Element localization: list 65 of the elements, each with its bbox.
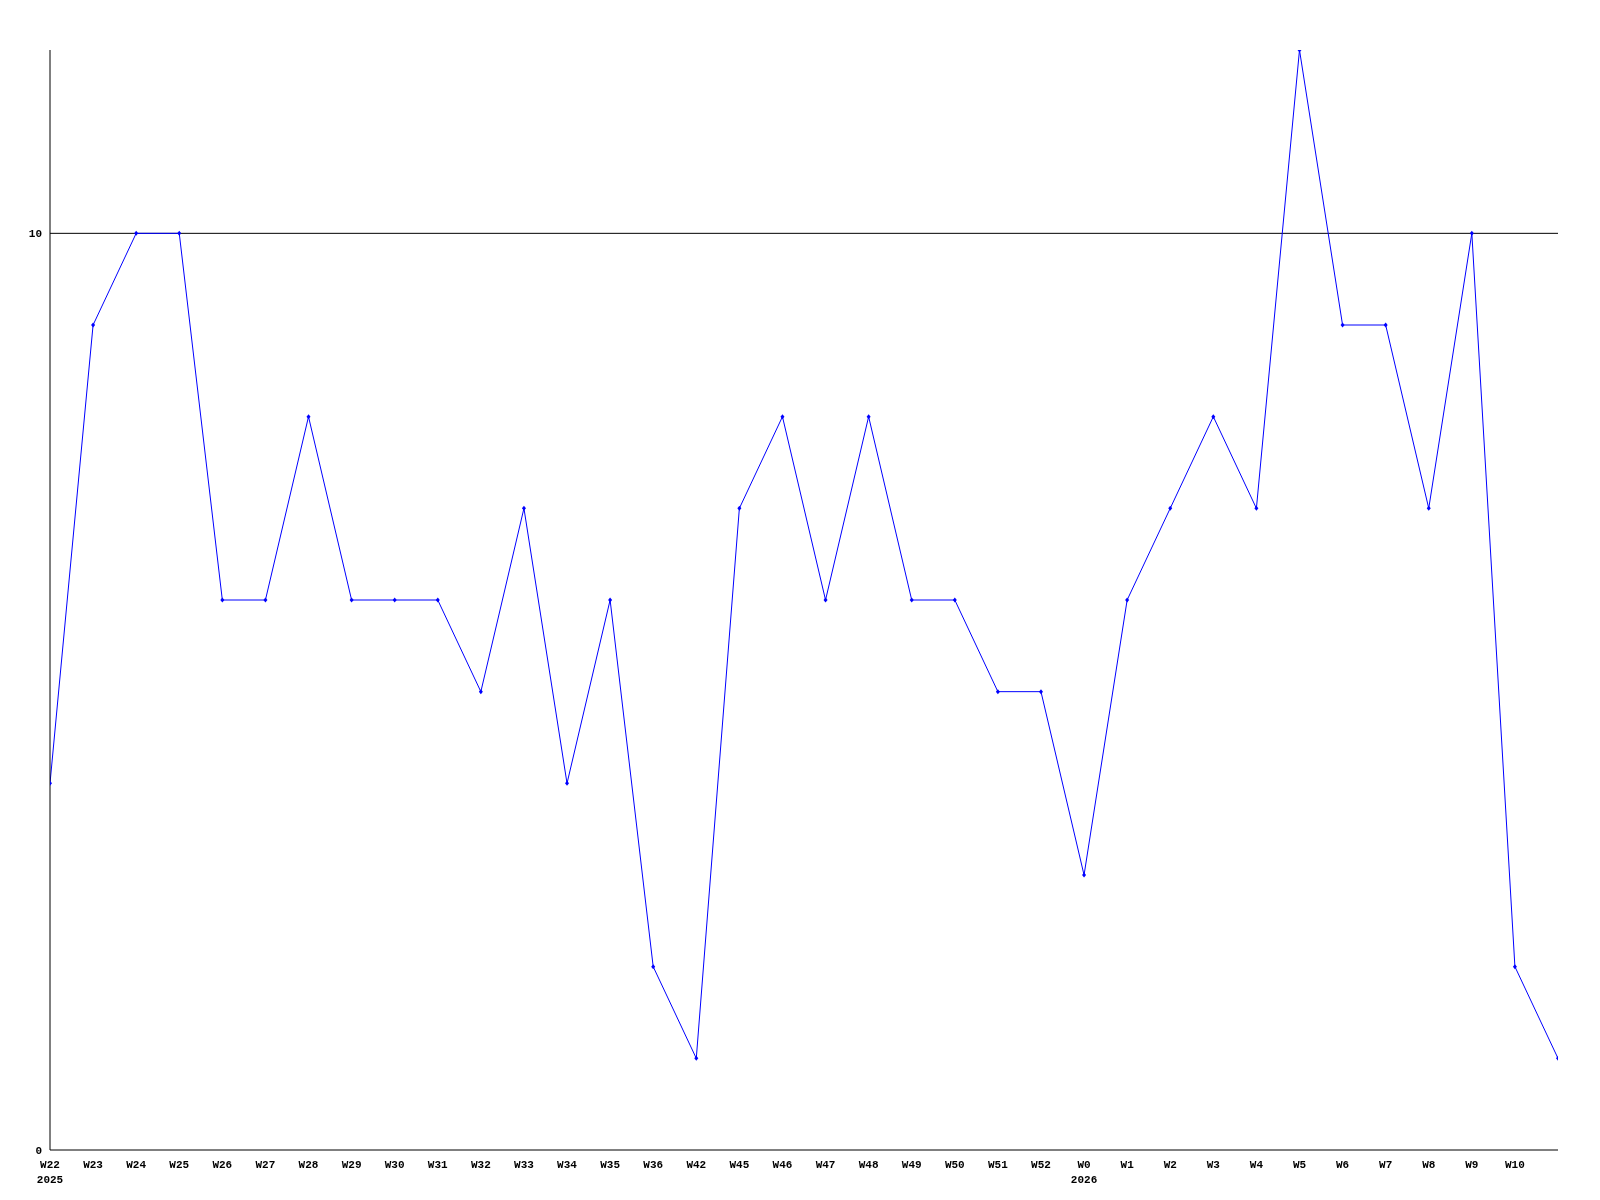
point (952, 597, 957, 603)
point (866, 414, 871, 420)
x-tick-label: W50 (944, 1159, 965, 1171)
x-tick-label: W2 (1163, 1159, 1177, 1171)
x-tick-label: W28 (298, 1159, 319, 1171)
point (1469, 230, 1474, 236)
x-tick-label: W25 (169, 1159, 190, 1171)
point (435, 597, 440, 603)
x-tick-label: W4 (1249, 1159, 1264, 1171)
x-tick-label: W47 (815, 1159, 836, 1171)
x-tick-label: W42 (686, 1159, 707, 1171)
x-tick-label: W3 (1206, 1159, 1221, 1171)
text: 2026 (1070, 1174, 1098, 1186)
point (1211, 414, 1216, 420)
x-tick-label: W45 (729, 1159, 750, 1171)
point (909, 597, 914, 603)
point (780, 414, 785, 420)
x-tick-label: W24 (126, 1159, 147, 1171)
x-tick-label: W6 (1335, 1159, 1350, 1171)
x-tick-label: W52 (1031, 1159, 1051, 1171)
x-tick-label: W1 (1120, 1159, 1135, 1171)
point (134, 230, 139, 236)
x-tick-label: W51 (987, 1159, 1009, 1171)
point (694, 1055, 699, 1061)
x-tick-label: W31 (427, 1159, 449, 1171)
x-tick-label: W9 (1465, 1159, 1479, 1171)
point (306, 414, 311, 420)
point (1125, 597, 1130, 603)
point (608, 597, 613, 603)
point (1168, 505, 1173, 511)
x-tick-label: W23 (83, 1159, 104, 1171)
point (177, 230, 182, 236)
y-tick-label: 10 (28, 228, 42, 241)
x-tick-label: W10 (1505, 1159, 1525, 1171)
x-tick-label: W49 (901, 1159, 922, 1171)
point (995, 689, 1000, 695)
x-tick-label: W35 (600, 1159, 621, 1171)
x-tick-label: W7 (1379, 1159, 1393, 1171)
point (1038, 689, 1043, 695)
x-tick-label: W33 (514, 1159, 535, 1171)
x-tick-label: W46 (772, 1159, 793, 1171)
text: 2025 (36, 1174, 64, 1186)
x-tick-label: W26 (212, 1159, 233, 1171)
x-tick-label: W27 (255, 1159, 276, 1171)
point (737, 505, 742, 511)
point (1254, 505, 1259, 511)
point (565, 780, 570, 786)
point (1426, 505, 1431, 511)
x-tick-label: W29 (341, 1159, 362, 1171)
x-tick-label: W30 (384, 1159, 405, 1171)
x-tick-label: W22 (40, 1159, 60, 1171)
point (651, 964, 656, 970)
point (1512, 964, 1517, 970)
y-tick-label: 0 (35, 1144, 42, 1157)
x-tick-label: W36 (643, 1159, 664, 1171)
x-tick-label: W8 (1422, 1159, 1436, 1171)
x-tick-label: W34 (557, 1159, 578, 1171)
point (91, 322, 96, 328)
point (521, 505, 526, 511)
x-tick-label: W48 (858, 1159, 879, 1171)
point (1082, 872, 1087, 878)
x-tick-label: W5 (1292, 1159, 1307, 1171)
point (478, 689, 483, 695)
x-tick-label: W32 (470, 1159, 491, 1171)
x-tick-label: W0 (1077, 1159, 1091, 1171)
